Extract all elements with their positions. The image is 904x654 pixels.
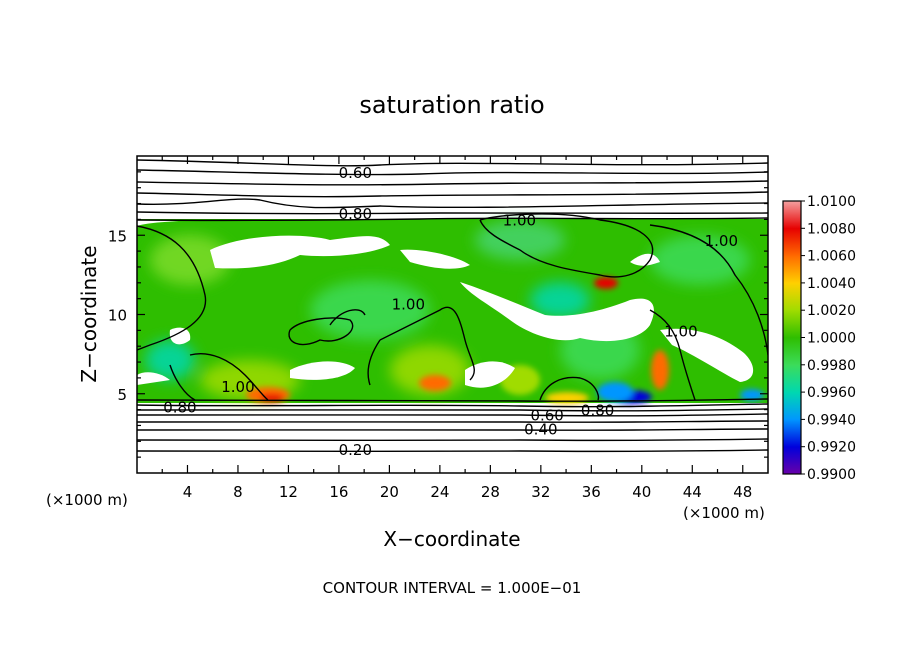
colorbar-label: 0.9940 bbox=[807, 412, 856, 428]
colorbar-segment bbox=[783, 201, 801, 229]
colorbar-segment bbox=[783, 310, 801, 338]
x-tick-label: 36 bbox=[582, 483, 601, 501]
contour-label: 0.40 bbox=[524, 421, 557, 439]
contour-label: 0.80 bbox=[163, 398, 196, 416]
axis-ticks bbox=[137, 156, 768, 473]
z-unit-label: (×1000 m) bbox=[46, 491, 128, 509]
colorbar-segment bbox=[783, 419, 801, 448]
colorbar-label: 0.9960 bbox=[807, 385, 856, 401]
y-tick-label: 10 bbox=[108, 307, 127, 325]
contour-label: 1.00 bbox=[664, 322, 697, 340]
colorbar-label: 0.9920 bbox=[807, 440, 856, 456]
colorbar-segment bbox=[783, 282, 801, 311]
y-tick-labels: 5 10 15 bbox=[108, 227, 127, 404]
contour-label: 0.80 bbox=[339, 205, 372, 223]
contour-label: 1.00 bbox=[705, 232, 738, 250]
x-unit-label: (×1000 m) bbox=[683, 504, 765, 522]
colorbar-label: 1.0020 bbox=[807, 303, 856, 319]
x-tick-label: 16 bbox=[329, 483, 348, 501]
contour-label: 1.00 bbox=[503, 211, 536, 229]
contour-labels: 0.60 0.80 1.00 1.00 1.00 1.00 1.00 0.80 0.80 0.60… bbox=[163, 164, 738, 459]
chart-title: saturation ratio bbox=[359, 91, 544, 119]
y-tick-label: 15 bbox=[108, 227, 127, 245]
colorbar-label: 1.0100 bbox=[807, 194, 856, 210]
colorbar-label: 1.0040 bbox=[807, 276, 856, 292]
colorbar-segment bbox=[783, 392, 801, 420]
x-tick-label: 48 bbox=[733, 483, 752, 501]
x-tick-labels: 4 8 12 16 20 24 28 32 36 40 44 48 bbox=[183, 483, 753, 501]
x-tick-label: 40 bbox=[632, 483, 651, 501]
colorbar-label: 1.0000 bbox=[807, 331, 856, 347]
x-tick-label: 24 bbox=[430, 483, 449, 501]
colorbar-segment bbox=[783, 228, 801, 257]
contour-lines bbox=[137, 159, 768, 453]
x-axis-label: X−coordinate bbox=[383, 527, 520, 551]
contour-label: 0.20 bbox=[339, 441, 372, 459]
colorbar-label: 0.9980 bbox=[807, 358, 856, 374]
colorbar-segment bbox=[783, 337, 801, 366]
contour-label: 0.80 bbox=[581, 402, 614, 420]
contour-label: 1.00 bbox=[221, 378, 254, 396]
colorbar-segment bbox=[783, 364, 801, 393]
colorbar-label: 0.9900 bbox=[807, 467, 856, 483]
contour-label: 0.60 bbox=[339, 164, 372, 182]
x-tick-label: 20 bbox=[380, 483, 399, 501]
x-tick-label: 4 bbox=[183, 483, 193, 501]
x-tick-label: 12 bbox=[279, 483, 298, 501]
y-tick-label: 5 bbox=[117, 386, 127, 404]
colorbar-segment bbox=[783, 255, 801, 284]
y-axis-label: Z−coordinate bbox=[77, 245, 101, 382]
colorbar-label: 1.0080 bbox=[807, 221, 856, 237]
unsaturated-patches bbox=[137, 220, 754, 388]
contour-interval-note: CONTOUR INTERVAL = 1.000E−01 bbox=[323, 579, 582, 597]
x-tick-label: 44 bbox=[683, 483, 702, 501]
x-tick-label: 8 bbox=[233, 483, 243, 501]
contour-label: 0.60 bbox=[530, 406, 563, 424]
plot-area: 0.60 0.80 1.00 1.00 1.00 1.00 1.00 0.80 0.80 0.60… bbox=[137, 159, 768, 459]
colorbar: 1.0100 1.0080 1.0060 1.0040 1.0020 1.0000 0.99… bbox=[782, 194, 856, 483]
contour-label: 1.00 bbox=[392, 295, 425, 313]
supersaturation-spots bbox=[246, 277, 764, 404]
colorbar-segment bbox=[783, 446, 801, 475]
colorbar-label: 1.0060 bbox=[807, 249, 856, 265]
x-tick-label: 28 bbox=[481, 483, 500, 501]
x-tick-label: 32 bbox=[531, 483, 550, 501]
